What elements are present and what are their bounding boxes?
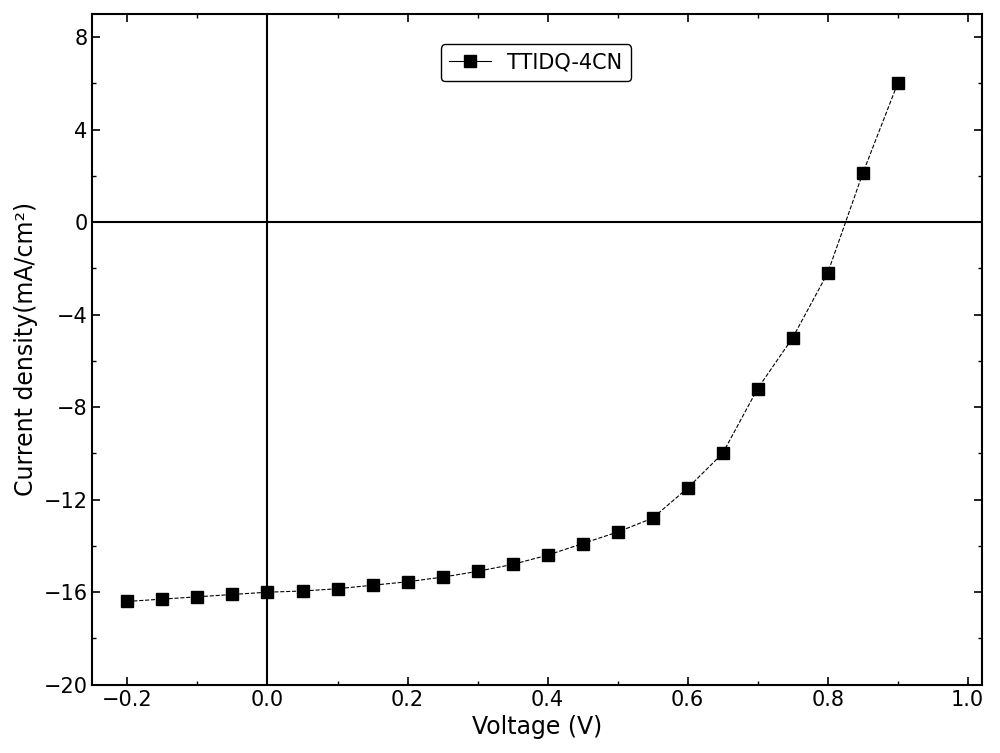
- TTIDQ-4CN: [787, 334, 799, 343]
- TTIDQ-4CN: [297, 587, 309, 596]
- TTIDQ-4CN: [752, 384, 764, 393]
- TTIDQ-4CN: [472, 567, 484, 576]
- TTIDQ-4CN: [437, 572, 449, 581]
- TTIDQ-4CN: [857, 169, 869, 178]
- TTIDQ-4CN: [121, 597, 133, 606]
- TTIDQ-4CN: [367, 581, 379, 590]
- TTIDQ-4CN: [647, 514, 659, 523]
- TTIDQ-4CN: [191, 593, 203, 602]
- TTIDQ-4CN: [612, 528, 624, 537]
- TTIDQ-4CN: [261, 587, 273, 596]
- TTIDQ-4CN: [226, 590, 238, 599]
- TTIDQ-4CN: [717, 449, 729, 458]
- TTIDQ-4CN: [402, 578, 414, 587]
- Y-axis label: Current density(mA/cm²): Current density(mA/cm²): [14, 203, 38, 496]
- X-axis label: Voltage (V): Voltage (V): [472, 715, 602, 739]
- TTIDQ-4CN: [542, 550, 554, 559]
- TTIDQ-4CN: [577, 539, 589, 548]
- Line: TTIDQ-4CN: TTIDQ-4CN: [122, 78, 903, 607]
- TTIDQ-4CN: [892, 79, 904, 88]
- TTIDQ-4CN: [507, 560, 519, 569]
- TTIDQ-4CN: [682, 483, 694, 492]
- TTIDQ-4CN: [156, 595, 168, 604]
- TTIDQ-4CN: [332, 584, 344, 593]
- TTIDQ-4CN: [822, 268, 834, 277]
- Legend: TTIDQ-4CN: TTIDQ-4CN: [441, 44, 631, 81]
